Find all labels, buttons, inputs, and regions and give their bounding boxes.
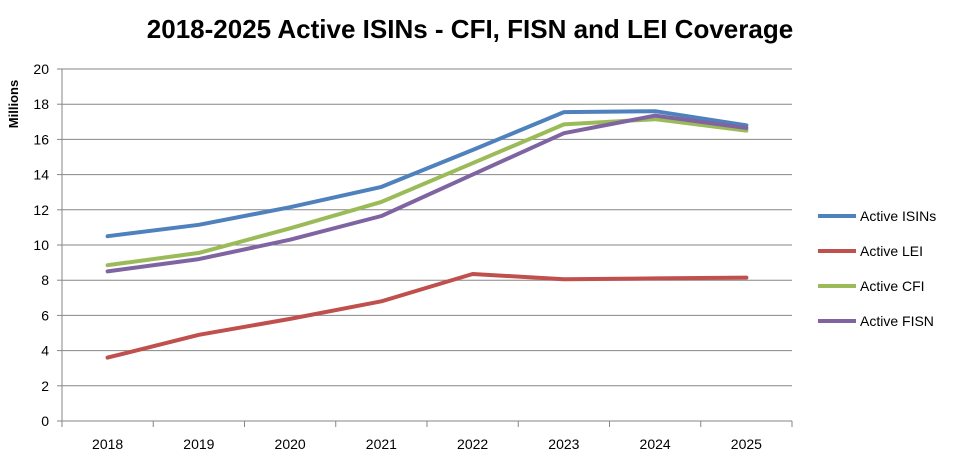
x-tick-label: 2021 xyxy=(366,436,397,452)
legend-label: Active CFI xyxy=(860,277,925,294)
x-tick-label: 2020 xyxy=(275,436,306,452)
y-tick-label: 16 xyxy=(33,131,49,147)
legend-swatch xyxy=(818,248,856,253)
series-line-active-fisn xyxy=(105,113,749,274)
y-tick-label: 18 xyxy=(33,96,49,112)
series-line-active-isins xyxy=(105,109,749,239)
legend-swatch xyxy=(818,213,856,218)
y-tick-label: 4 xyxy=(41,343,49,359)
y-tick-label: 20 xyxy=(33,61,49,77)
y-tick-label: 2 xyxy=(41,378,49,394)
y-tick-label: 10 xyxy=(33,237,49,253)
y-tick-label: 6 xyxy=(41,307,49,323)
legend-item: Active CFI xyxy=(818,268,936,303)
series-line-active-lei xyxy=(105,272,749,360)
x-tick-label: 2023 xyxy=(548,436,579,452)
legend: Active ISINs Active LEI Active CFI Active F… xyxy=(818,198,936,338)
y-tick-label: 0 xyxy=(41,413,49,429)
y-tick-label: 8 xyxy=(41,272,49,288)
legend-label: Active ISINs xyxy=(860,207,937,224)
chart-title: 2018-2025 Active ISINs - CFI, FISN and L… xyxy=(146,14,794,44)
y-tick-label: 14 xyxy=(33,167,49,183)
legend-swatch xyxy=(818,318,856,323)
legend-item: Active FISN xyxy=(818,303,936,338)
legend-swatch xyxy=(818,283,856,288)
legend-label: Active LEI xyxy=(860,242,924,259)
x-tick-label: 2018 xyxy=(92,436,123,452)
series-line-active-cfi xyxy=(105,117,749,268)
legend-label: Active FISN xyxy=(860,312,934,329)
y-tick-label: 12 xyxy=(33,202,49,218)
x-tick-label: 2022 xyxy=(457,436,488,452)
legend-item: Active LEI xyxy=(818,233,936,268)
x-tick-label: 2019 xyxy=(183,436,214,452)
x-tick-label: 2024 xyxy=(640,436,671,452)
x-tick-label: 2025 xyxy=(731,436,762,452)
y-axis-label: Millions xyxy=(6,80,21,128)
legend-item: Active ISINs xyxy=(818,198,936,233)
